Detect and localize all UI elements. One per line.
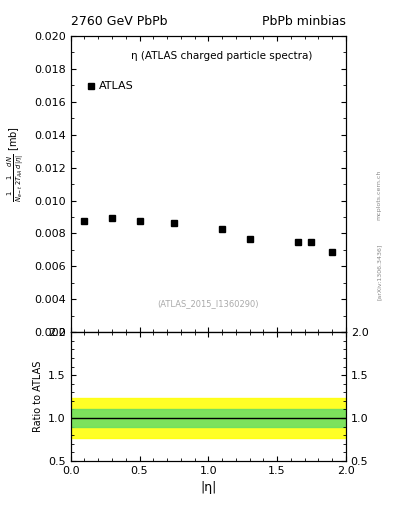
Text: PbPb minbias: PbPb minbias [262,15,346,28]
ATLAS [330,248,334,254]
Text: [arXiv:1306.3436]: [arXiv:1306.3436] [377,243,382,300]
Legend: ATLAS: ATLAS [82,77,138,96]
ATLAS [82,218,87,224]
Bar [71,398,346,438]
ATLAS [220,225,224,231]
Text: (ATLAS_2015_I1360290): (ATLAS_2015_I1360290) [158,300,259,309]
X-axis label: |η|: |η| [200,481,217,494]
Text: η (ATLAS charged particle spectra): η (ATLAS charged particle spectra) [131,51,313,60]
Line: ATLAS: ATLAS [82,215,335,254]
Text: $\frac{1}{N_{e-t}} \frac{1}{2T_{AA}} \frac{dN}{d|\eta|}$ [mb]: $\frac{1}{N_{e-t}} \frac{1}{2T_{AA}} \fr… [6,126,26,202]
Text: mcplots.cern.ch: mcplots.cern.ch [377,169,382,220]
Bar [71,410,346,426]
ATLAS [295,239,300,245]
Y-axis label: Ratio to ATLAS: Ratio to ATLAS [33,361,42,432]
ATLAS [137,218,142,224]
ATLAS [247,236,252,242]
Text: 2760 GeV PbPb: 2760 GeV PbPb [71,15,167,28]
ATLAS [171,220,176,226]
ATLAS [110,215,114,221]
ATLAS [309,239,314,245]
